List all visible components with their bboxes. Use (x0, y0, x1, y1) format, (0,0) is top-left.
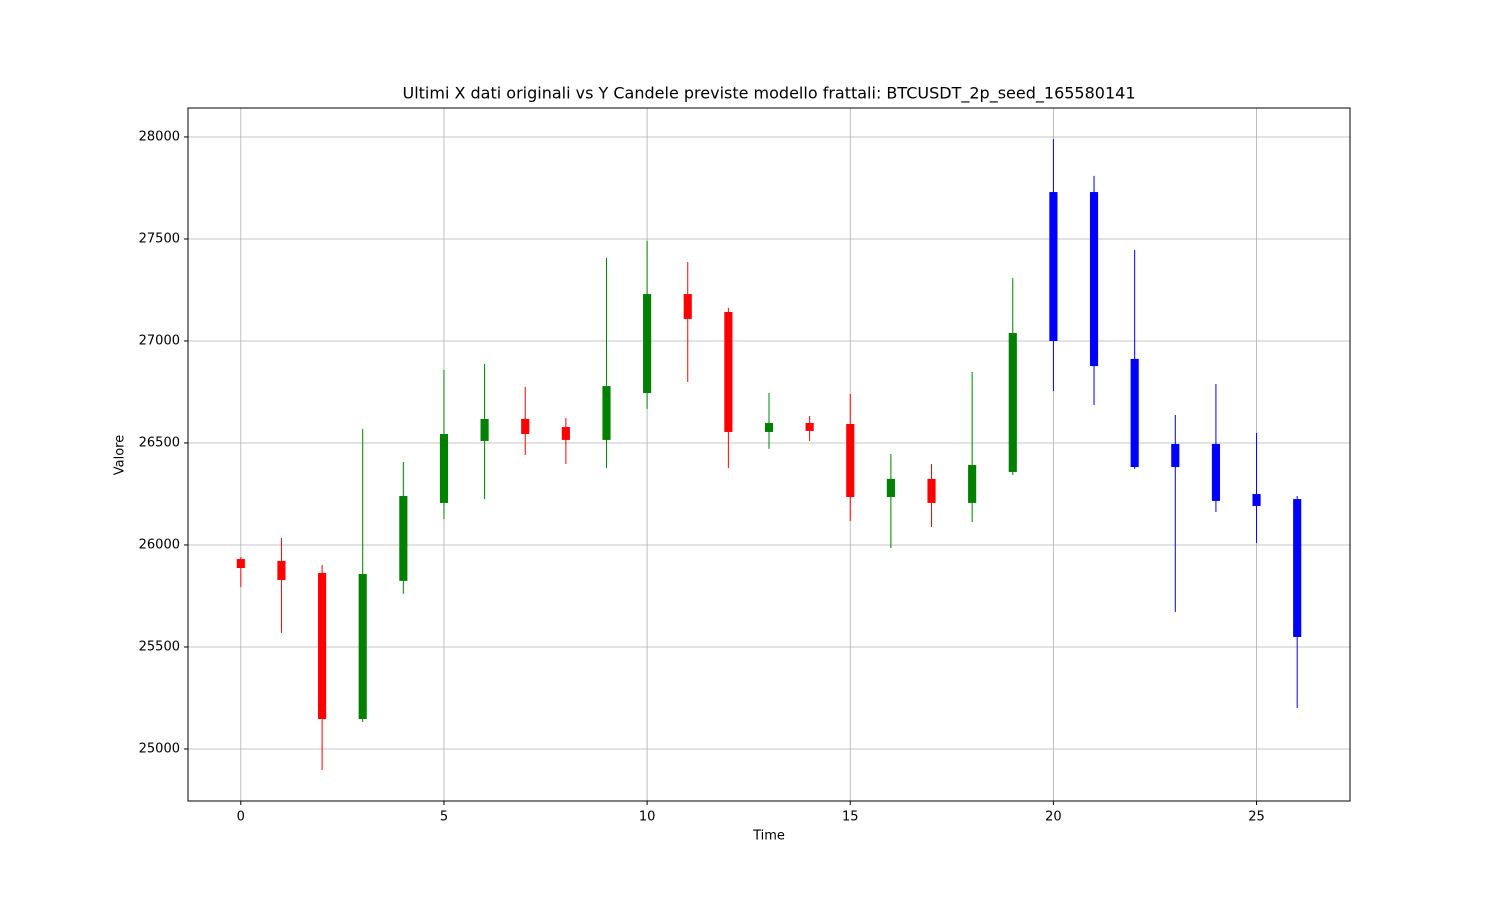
candle-body (439, 433, 449, 503)
candle-body (968, 465, 977, 503)
y-tick-label: 26500 (139, 435, 180, 450)
y-tick-label: 27000 (139, 333, 180, 348)
candle-body (521, 418, 530, 434)
y-axis-label: Valore (113, 435, 128, 475)
candle-body (1293, 499, 1302, 637)
candle-body (561, 427, 570, 440)
x-tick-label: 5 (440, 810, 448, 825)
candle-body (1171, 443, 1180, 468)
x-tick-label: 25 (1248, 810, 1265, 825)
candle-body (724, 312, 733, 432)
candle-body (236, 559, 245, 569)
candle-body (927, 478, 936, 503)
x-tick-label: 15 (842, 810, 859, 825)
x-tick-label: 20 (1045, 810, 1062, 825)
y-tick-label: 26000 (139, 537, 180, 552)
plot-frame (187, 107, 1351, 802)
x-tick-label: 10 (639, 810, 656, 825)
y-tick-label: 28000 (139, 129, 180, 144)
candle-body (318, 572, 327, 719)
candle-body (846, 424, 855, 498)
candle-body (1211, 443, 1220, 501)
candle-body (1049, 192, 1058, 341)
chart-title: Ultimi X dati originali vs Y Candele pre… (402, 84, 1135, 104)
candle-body (358, 573, 367, 719)
candle-body (399, 496, 408, 581)
x-axis-label: Time (752, 829, 785, 844)
x-tick-label: 0 (237, 810, 245, 825)
candle-body (764, 422, 774, 432)
candle-body (643, 294, 652, 393)
candle-body (886, 478, 895, 498)
y-tick-label: 25000 (139, 741, 180, 756)
candle-body (277, 560, 286, 581)
candle-body (1252, 493, 1261, 507)
candle-body (602, 386, 611, 440)
candle-body (1089, 192, 1099, 367)
y-tick-label: 25500 (139, 639, 180, 654)
candle-body (1130, 358, 1139, 468)
y-tick-label: 27500 (139, 231, 180, 246)
candle-body (1008, 333, 1017, 472)
candle-body (683, 294, 692, 319)
candle-body (805, 422, 814, 431)
candle-body (480, 418, 489, 441)
